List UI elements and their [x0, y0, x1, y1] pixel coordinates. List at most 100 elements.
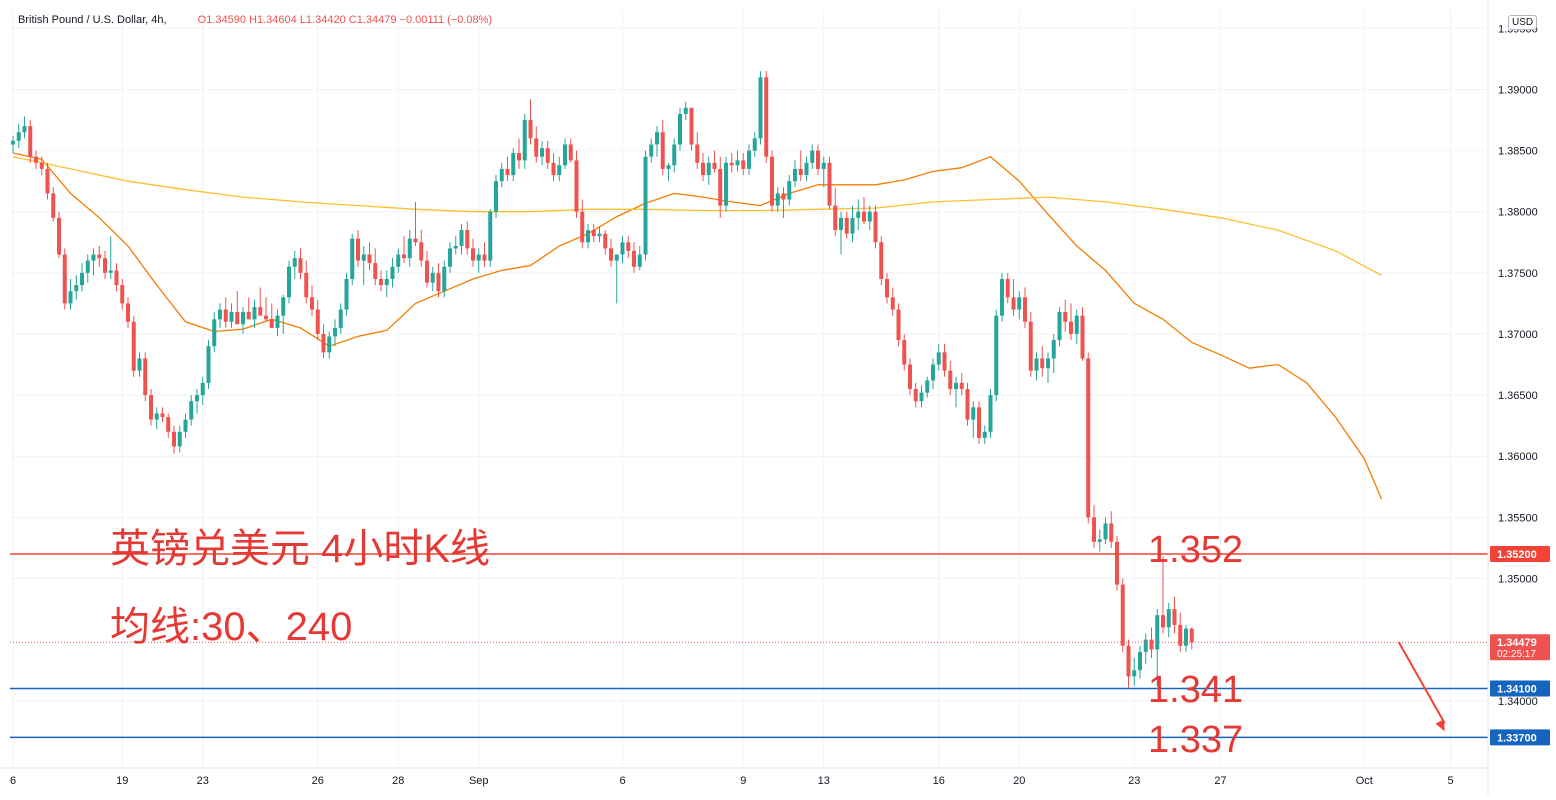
- candle: [149, 389, 153, 426]
- candle-body: [649, 144, 654, 157]
- candle: [902, 333, 907, 371]
- candle-body: [287, 266, 291, 298]
- price-axis[interactable]: 1.395001.390001.385001.380001.375001.370…: [1487, 0, 1550, 795]
- candle: [22, 116, 27, 139]
- candle: [959, 373, 964, 396]
- candle-body: [310, 297, 314, 310]
- candle-body: [1115, 541, 1119, 585]
- candle: [195, 389, 199, 414]
- candle-body: [517, 153, 521, 161]
- candle-body: [1092, 517, 1096, 542]
- symbol-label[interactable]: British Pound / U.S. Dollar, 4h,: [18, 14, 167, 26]
- candle-body: [1138, 651, 1142, 671]
- candle-body: [131, 321, 136, 371]
- candle-body: [39, 162, 44, 169]
- candle-body: [954, 382, 958, 389]
- candle-body: [597, 233, 602, 237]
- candle: [137, 352, 142, 377]
- price-tick-label: 1.38000: [1498, 207, 1538, 219]
- level-1352-annotation: 1.352: [1148, 529, 1243, 571]
- candle-body: [913, 389, 918, 402]
- candle: [954, 376, 958, 408]
- candle-body: [1189, 628, 1194, 643]
- candle: [557, 156, 562, 182]
- currency-button[interactable]: USD: [1508, 15, 1538, 30]
- candle-body: [833, 205, 838, 231]
- annotations: 英镑兑美元 4小时K线 均线:30、240 1.352 1.341 1.337: [110, 527, 1243, 761]
- candle: [344, 272, 349, 316]
- candle-body: [499, 168, 504, 182]
- candle: [603, 230, 608, 255]
- candle-body: [586, 230, 590, 243]
- candle: [1143, 633, 1148, 665]
- candle: [1161, 556, 1165, 634]
- candle-body: [57, 217, 61, 255]
- candle-body: [183, 419, 188, 432]
- candle-body: [149, 395, 153, 420]
- candle-body: [103, 258, 107, 273]
- candle-body: [1069, 321, 1073, 334]
- candle: [34, 150, 38, 169]
- candle: [965, 382, 970, 426]
- candle: [890, 287, 895, 316]
- candle: [879, 236, 884, 286]
- candle-body: [356, 238, 360, 261]
- candle-body: [505, 168, 510, 176]
- candle: [407, 230, 412, 267]
- candle: [436, 263, 441, 298]
- level-1337-annotation: 1.337: [1148, 719, 1243, 761]
- candle-body: [212, 319, 217, 347]
- candle: [1132, 657, 1137, 687]
- arrow-head: [1435, 719, 1445, 732]
- candle: [361, 245, 366, 286]
- time-axis[interactable]: 6 19 23 26 28 Sep 6 9 13 16 20 23 27 Oct 5: [0, 767, 1488, 787]
- candle: [482, 242, 487, 267]
- candle-body: [747, 150, 751, 169]
- time-tick-label: Oct: [1356, 775, 1373, 787]
- candle: [729, 153, 734, 173]
- candle: [212, 311, 217, 353]
- candle-body: [982, 431, 987, 438]
- candle: [735, 150, 740, 172]
- candle-body: [471, 248, 475, 261]
- candle: [821, 156, 826, 188]
- candle-body: [379, 278, 383, 286]
- candle-body: [195, 395, 199, 402]
- candle-body: [258, 307, 263, 316]
- candle: [85, 254, 90, 283]
- candle-body: [655, 132, 659, 145]
- price-tick-label: 1.37000: [1498, 329, 1538, 341]
- candle: [804, 156, 809, 182]
- candle-body: [873, 211, 878, 243]
- candle: [471, 238, 475, 267]
- candle: [1023, 287, 1027, 328]
- candle-body: [80, 272, 84, 286]
- candle: [143, 352, 148, 402]
- candle: [465, 221, 470, 255]
- countdown-text: 02:25:17: [1497, 649, 1536, 660]
- candle-body: [718, 168, 723, 206]
- candle-body: [1046, 358, 1050, 369]
- candle: [873, 205, 878, 249]
- candle-body: [252, 307, 257, 320]
- candle: [1092, 505, 1096, 548]
- candle: [172, 425, 176, 454]
- candle: [258, 287, 263, 316]
- candle-body: [557, 165, 562, 176]
- candle: [367, 242, 372, 271]
- candle-body: [816, 150, 820, 169]
- candle-body: [315, 309, 320, 334]
- candle: [177, 425, 182, 453]
- candle: [1178, 612, 1183, 652]
- candle: [45, 162, 50, 200]
- candle-body: [1074, 315, 1079, 334]
- candle: [275, 309, 280, 337]
- candle-body: [798, 168, 803, 176]
- candle-body: [189, 401, 194, 420]
- candle: [223, 297, 228, 328]
- price-tick-label: 1.36000: [1498, 451, 1538, 463]
- candle: [913, 382, 918, 408]
- candle-body: [62, 254, 67, 304]
